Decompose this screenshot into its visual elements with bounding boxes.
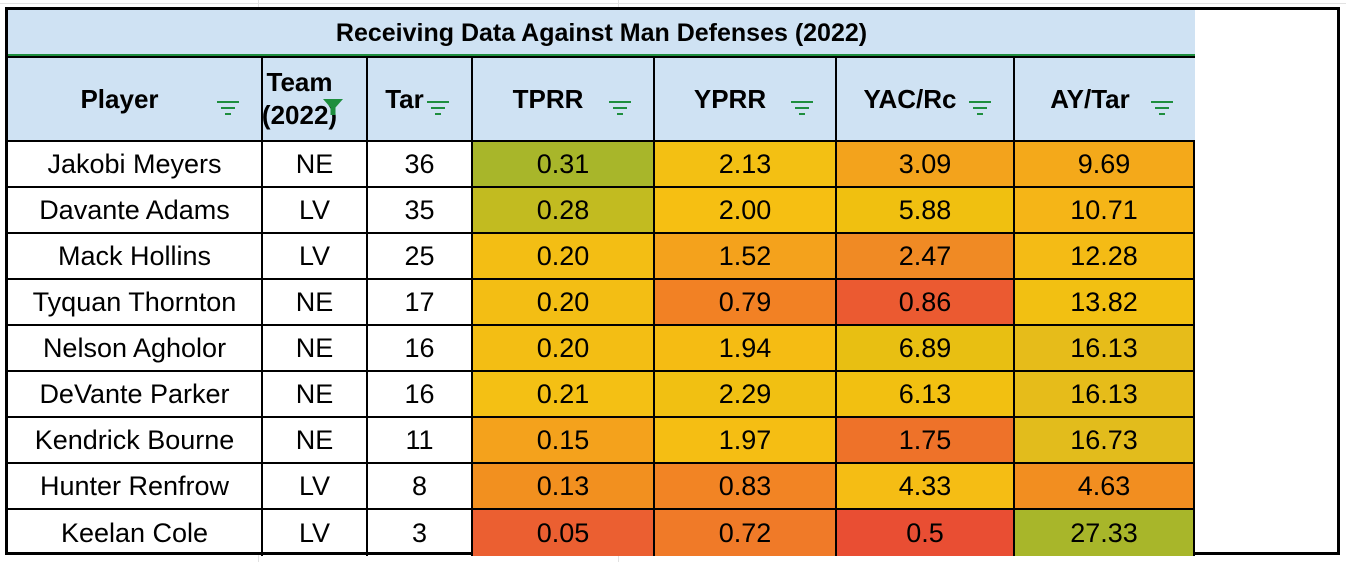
- cell-tprr[interactable]: 0.15: [473, 418, 655, 464]
- cell-team[interactable]: NE: [263, 326, 368, 372]
- cell-targets[interactable]: 8: [368, 464, 473, 510]
- header-team[interactable]: Team (2022): [261, 58, 368, 142]
- cell-yprr[interactable]: 2.00: [655, 188, 837, 234]
- cell-yprr[interactable]: 1.94: [655, 326, 837, 372]
- cell-targets[interactable]: 25: [368, 234, 473, 280]
- filter-lines-icon[interactable]: [609, 91, 631, 115]
- header-yac-rc[interactable]: YAC/Rc: [837, 58, 1015, 142]
- cell-tprr[interactable]: 0.28: [473, 188, 655, 234]
- cell-yac-per-reception[interactable]: 6.89: [837, 326, 1015, 372]
- cell-targets[interactable]: 16: [368, 326, 473, 372]
- cell-tprr[interactable]: 0.21: [473, 372, 655, 418]
- cell-team[interactable]: LV: [263, 234, 368, 280]
- filter-lines-icon[interactable]: [791, 91, 813, 115]
- filter-active-icon[interactable]: [322, 91, 344, 115]
- cell-player-name[interactable]: Mack Hollins: [8, 234, 263, 280]
- header-ay-tar[interactable]: AY/Tar: [1015, 58, 1195, 142]
- cell-yprr[interactable]: 0.72: [655, 510, 837, 556]
- cell-targets[interactable]: 35: [368, 188, 473, 234]
- header-tprr[interactable]: TPRR: [473, 58, 655, 142]
- cell-air-yards-per-target[interactable]: 16.13: [1015, 326, 1195, 372]
- cell-air-yards-per-target[interactable]: 27.33: [1015, 510, 1195, 556]
- cell-player-name[interactable]: Keelan Cole: [8, 510, 263, 556]
- cell-yac-per-reception[interactable]: 2.47: [837, 234, 1015, 280]
- cell-player-name[interactable]: Nelson Agholor: [8, 326, 263, 372]
- cell-yprr[interactable]: 1.52: [655, 234, 837, 280]
- cell-tprr[interactable]: 0.20: [473, 280, 655, 326]
- header-yprr[interactable]: YPRR: [655, 58, 837, 142]
- cell-player-name[interactable]: Tyquan Thornton: [8, 280, 263, 326]
- cell-targets[interactable]: 11: [368, 418, 473, 464]
- cell-team[interactable]: NE: [263, 280, 368, 326]
- filter-lines-icon[interactable]: [217, 91, 239, 115]
- cell-yac-per-reception[interactable]: 3.09: [837, 142, 1015, 188]
- cell-targets[interactable]: 17: [368, 280, 473, 326]
- cell-yac-per-reception[interactable]: 1.75: [837, 418, 1015, 464]
- header-label: Tar: [385, 83, 424, 114]
- cell-team[interactable]: NE: [263, 142, 368, 188]
- cell-tprr[interactable]: 0.20: [473, 234, 655, 280]
- cell-targets[interactable]: 3: [368, 510, 473, 556]
- header-label: Player: [80, 83, 159, 114]
- table-title[interactable]: Receiving Data Against Man Defenses (202…: [8, 10, 1195, 58]
- cell-air-yards-per-target[interactable]: 13.82: [1015, 280, 1195, 326]
- cell-air-yards-per-target[interactable]: 16.13: [1015, 372, 1195, 418]
- cell-tprr[interactable]: 0.13: [473, 464, 655, 510]
- cell-tprr[interactable]: 0.05: [473, 510, 655, 556]
- cell-team[interactable]: NE: [263, 418, 368, 464]
- cell-team[interactable]: NE: [263, 372, 368, 418]
- cell-team[interactable]: LV: [263, 188, 368, 234]
- cell-team[interactable]: LV: [263, 510, 368, 556]
- cell-player-name[interactable]: Kendrick Bourne: [8, 418, 263, 464]
- cell-air-yards-per-target[interactable]: 12.28: [1015, 234, 1195, 280]
- cell-yac-per-reception[interactable]: 5.88: [837, 188, 1015, 234]
- header-tar[interactable]: Tar: [368, 58, 473, 142]
- cell-yprr[interactable]: 0.83: [655, 464, 837, 510]
- cell-tprr[interactable]: 0.20: [473, 326, 655, 372]
- header-label: YPRR: [693, 83, 767, 114]
- cell-team[interactable]: LV: [263, 464, 368, 510]
- cell-air-yards-per-target[interactable]: 10.71: [1015, 188, 1195, 234]
- cell-air-yards-per-target[interactable]: 4.63: [1015, 464, 1195, 510]
- data-table: Receiving Data Against Man Defenses (202…: [5, 7, 1340, 556]
- header-player[interactable]: Player: [8, 58, 263, 142]
- cell-player-name[interactable]: Jakobi Meyers: [8, 142, 263, 188]
- cell-yprr[interactable]: 2.29: [655, 372, 837, 418]
- cell-yprr[interactable]: 0.79: [655, 280, 837, 326]
- cell-yac-per-reception[interactable]: 0.5: [837, 510, 1015, 556]
- cell-yac-per-reception[interactable]: 6.13: [837, 372, 1015, 418]
- header-label: TPRR: [512, 83, 584, 114]
- cell-air-yards-per-target[interactable]: 9.69: [1015, 142, 1195, 188]
- cell-targets[interactable]: 16: [368, 372, 473, 418]
- cell-yprr[interactable]: 2.13: [655, 142, 837, 188]
- cell-player-name[interactable]: Davante Adams: [8, 188, 263, 234]
- cell-tprr[interactable]: 0.31: [473, 142, 655, 188]
- cell-air-yards-per-target[interactable]: 16.73: [1015, 418, 1195, 464]
- header-label: AY/Tar: [1050, 83, 1130, 114]
- cell-yac-per-reception[interactable]: 4.33: [837, 464, 1015, 510]
- cell-yprr[interactable]: 1.97: [655, 418, 837, 464]
- header-label: Team (2022): [261, 67, 338, 130]
- filter-lines-icon[interactable]: [1151, 91, 1173, 115]
- cell-yac-per-reception[interactable]: 0.86: [837, 280, 1015, 326]
- filter-lines-icon[interactable]: [969, 91, 991, 115]
- cell-player-name[interactable]: DeVante Parker: [8, 372, 263, 418]
- cell-player-name[interactable]: Hunter Renfrow: [8, 464, 263, 510]
- cell-targets[interactable]: 36: [368, 142, 473, 188]
- gridline: [0, 3, 1346, 4]
- header-label: YAC/Rc: [863, 83, 957, 114]
- filter-lines-icon[interactable]: [427, 91, 449, 115]
